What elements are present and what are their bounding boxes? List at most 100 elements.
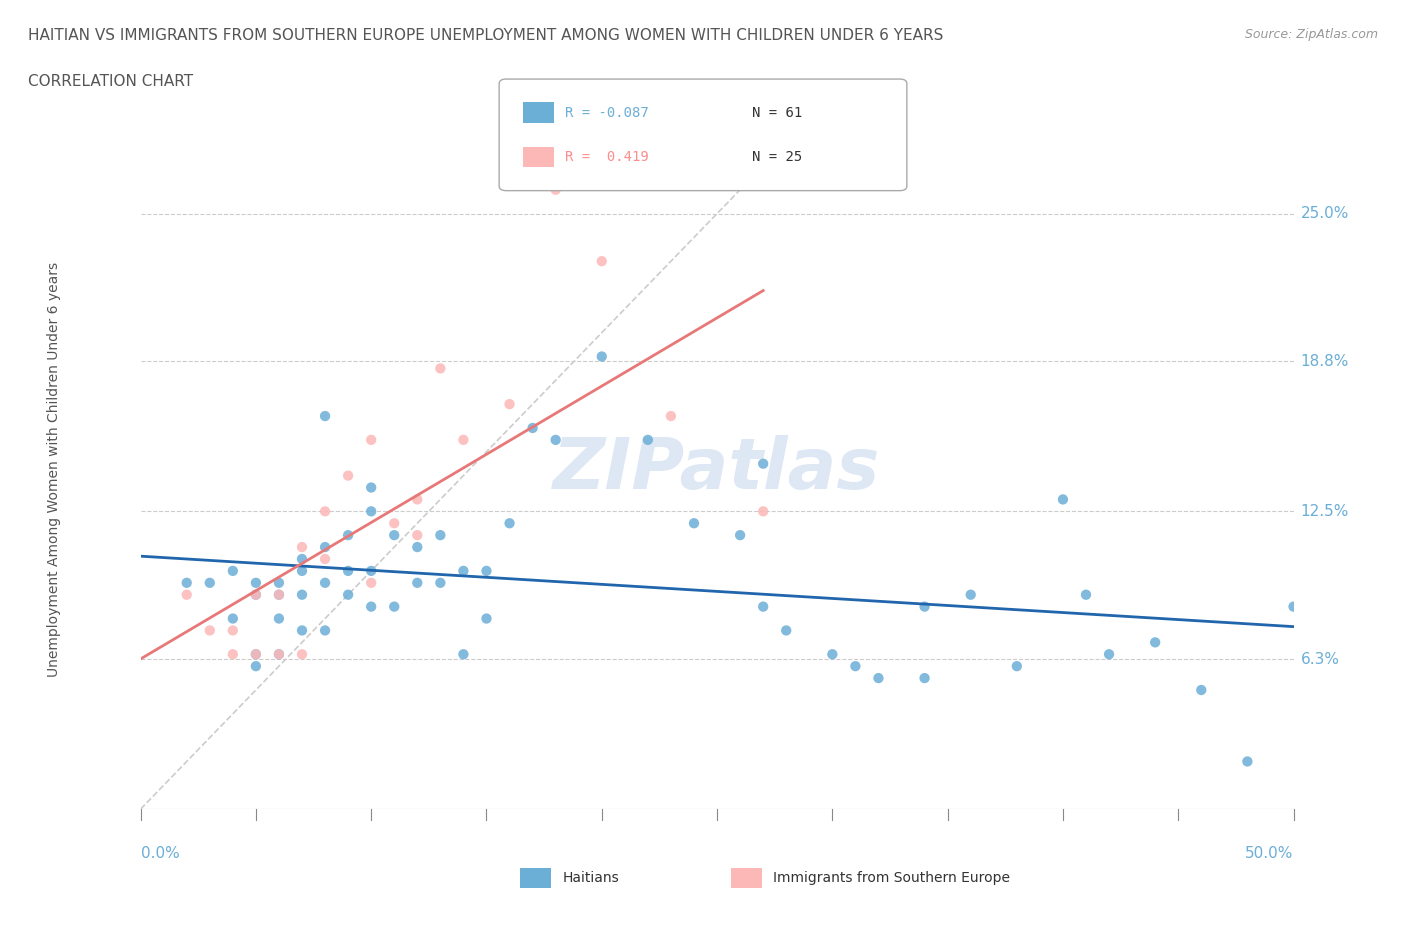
Point — [659, 408, 682, 423]
Point — [591, 254, 613, 269]
Text: R = -0.087: R = -0.087 — [565, 105, 650, 120]
Point — [337, 587, 360, 602]
Point — [291, 564, 314, 578]
Point — [728, 527, 751, 542]
Point — [360, 432, 382, 447]
Point — [775, 623, 797, 638]
Point — [291, 587, 314, 602]
Point — [291, 539, 314, 554]
Text: 0.0%: 0.0% — [141, 846, 180, 861]
Point — [453, 432, 475, 447]
Point — [222, 564, 245, 578]
Point — [752, 504, 775, 519]
Point — [291, 623, 314, 638]
Point — [752, 457, 775, 472]
Point — [544, 182, 567, 197]
Point — [267, 576, 290, 591]
Point — [522, 420, 544, 435]
Point — [683, 516, 706, 531]
Point — [360, 576, 382, 591]
Point — [498, 397, 520, 412]
Point — [1074, 587, 1097, 602]
Text: Unemployment Among Women with Children Under 6 years: Unemployment Among Women with Children U… — [48, 262, 60, 677]
Point — [360, 480, 382, 495]
Point — [959, 587, 981, 602]
Point — [406, 527, 429, 542]
Point — [591, 349, 613, 364]
Text: R =  0.419: R = 0.419 — [565, 150, 650, 165]
Text: Haitians: Haitians — [562, 870, 619, 885]
Point — [198, 576, 221, 591]
Point — [475, 611, 498, 626]
Point — [382, 527, 405, 542]
Point — [1282, 599, 1305, 614]
Point — [429, 361, 451, 376]
Point — [314, 504, 336, 519]
Point — [245, 647, 267, 662]
Point — [1189, 683, 1212, 698]
Point — [245, 658, 267, 673]
Point — [176, 587, 198, 602]
Point — [453, 647, 475, 662]
Text: CORRELATION CHART: CORRELATION CHART — [28, 74, 193, 89]
Point — [1005, 658, 1028, 673]
Point — [406, 576, 429, 591]
Point — [245, 587, 267, 602]
Point — [314, 551, 336, 566]
Point — [498, 516, 520, 531]
Point — [406, 539, 429, 554]
Point — [821, 647, 844, 662]
Point — [475, 564, 498, 578]
Point — [337, 564, 360, 578]
Point — [1098, 647, 1121, 662]
Point — [337, 468, 360, 483]
Text: 6.3%: 6.3% — [1301, 652, 1340, 667]
Point — [382, 516, 405, 531]
Point — [222, 611, 245, 626]
Point — [453, 564, 475, 578]
Text: 50.0%: 50.0% — [1246, 846, 1294, 861]
Point — [752, 599, 775, 614]
Point — [1236, 754, 1258, 769]
Point — [382, 599, 405, 614]
Point — [267, 647, 290, 662]
Point — [314, 539, 336, 554]
Point — [222, 647, 245, 662]
Point — [245, 647, 267, 662]
Point — [1144, 635, 1167, 650]
Text: N = 25: N = 25 — [752, 150, 803, 165]
Point — [314, 576, 336, 591]
Point — [267, 587, 290, 602]
Text: 12.5%: 12.5% — [1301, 504, 1348, 519]
Point — [360, 599, 382, 614]
Text: 18.8%: 18.8% — [1301, 353, 1348, 369]
Point — [868, 671, 890, 685]
Point — [914, 599, 936, 614]
Text: N = 61: N = 61 — [752, 105, 803, 120]
Text: Immigrants from Southern Europe: Immigrants from Southern Europe — [773, 870, 1011, 885]
Point — [406, 492, 429, 507]
Point — [544, 432, 567, 447]
Point — [245, 587, 267, 602]
Point — [844, 658, 866, 673]
Text: HAITIAN VS IMMIGRANTS FROM SOUTHERN EUROPE UNEMPLOYMENT AMONG WOMEN WITH CHILDRE: HAITIAN VS IMMIGRANTS FROM SOUTHERN EURO… — [28, 28, 943, 43]
Point — [314, 623, 336, 638]
Point — [429, 527, 451, 542]
Text: Source: ZipAtlas.com: Source: ZipAtlas.com — [1244, 28, 1378, 41]
Point — [267, 611, 290, 626]
Point — [176, 576, 198, 591]
Point — [360, 504, 382, 519]
Point — [222, 623, 245, 638]
Point — [267, 587, 290, 602]
Point — [314, 408, 336, 423]
Point — [1052, 492, 1074, 507]
Text: ZIPatlas: ZIPatlas — [554, 435, 880, 504]
Point — [429, 576, 451, 591]
Point — [198, 623, 221, 638]
Point — [637, 432, 659, 447]
Point — [337, 527, 360, 542]
Point — [245, 576, 267, 591]
Point — [291, 551, 314, 566]
Text: 25.0%: 25.0% — [1301, 206, 1348, 221]
Point — [267, 647, 290, 662]
